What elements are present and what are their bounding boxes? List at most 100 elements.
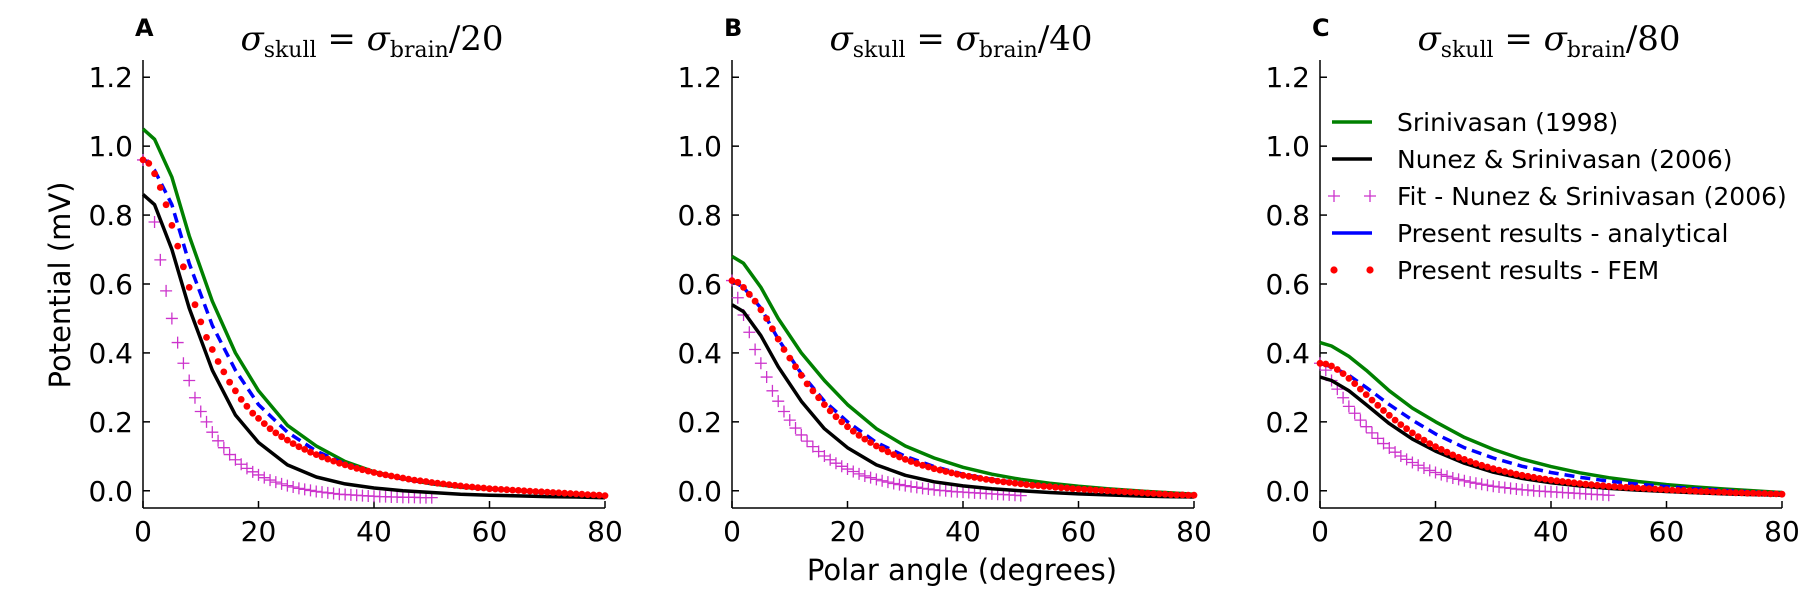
dot-marker xyxy=(925,463,932,471)
dot-marker xyxy=(1547,476,1555,484)
dot-marker xyxy=(266,425,274,433)
dot-marker xyxy=(971,473,978,481)
dot-marker xyxy=(318,453,326,461)
dot-marker xyxy=(930,465,938,473)
dot-marker xyxy=(451,481,459,489)
plus-marker xyxy=(916,482,929,495)
dot-marker xyxy=(1680,487,1688,494)
x-tick-label: 20 xyxy=(830,515,866,548)
dot-marker xyxy=(509,486,516,494)
dot-marker xyxy=(330,457,337,465)
plus-marker xyxy=(1464,476,1477,489)
dot-marker xyxy=(486,485,493,493)
dot-marker xyxy=(226,378,234,386)
dot-marker xyxy=(1663,486,1670,494)
dot-marker xyxy=(399,474,407,482)
dot-marker xyxy=(1501,468,1509,475)
dot-marker xyxy=(191,301,199,309)
dot-marker xyxy=(855,431,863,439)
dot-marker xyxy=(272,429,280,437)
dot-marker xyxy=(1616,483,1624,491)
dot-marker xyxy=(1582,480,1590,488)
plus-marker xyxy=(870,473,883,486)
x-tick-label: 60 xyxy=(1649,515,1685,548)
dot-marker xyxy=(1322,360,1330,368)
dot-marker xyxy=(457,482,464,490)
dot-marker xyxy=(988,476,996,484)
dot-marker xyxy=(1536,475,1543,482)
dot-marker xyxy=(1611,483,1618,490)
dot-marker xyxy=(965,472,973,480)
plus-marker xyxy=(327,487,340,500)
plus-marker xyxy=(772,395,785,408)
plus-marker xyxy=(795,428,808,441)
plus-marker xyxy=(847,465,860,478)
dot-marker xyxy=(1657,486,1665,493)
legend-item: Srinivasan (1998) xyxy=(1332,108,1618,137)
dot-marker xyxy=(884,448,892,456)
dot-marker xyxy=(757,306,765,314)
plus-marker xyxy=(910,481,923,494)
dot-marker xyxy=(1651,485,1659,493)
plus-marker xyxy=(217,441,230,454)
dot-marker xyxy=(1599,482,1607,489)
x-tick-label: 0 xyxy=(1311,515,1329,548)
dot-marker xyxy=(567,490,574,497)
dot-marker xyxy=(919,461,926,469)
dot-marker xyxy=(1075,485,1082,493)
dot-marker xyxy=(838,418,846,426)
series-line xyxy=(141,156,606,498)
dot-marker xyxy=(1374,401,1382,409)
series-line xyxy=(141,193,606,500)
series-line xyxy=(731,303,1195,499)
dot-marker xyxy=(197,318,205,326)
dot-marker xyxy=(1023,481,1030,488)
dot-marker xyxy=(1559,478,1566,485)
dot-marker xyxy=(1167,491,1175,498)
dot-marker xyxy=(1443,448,1451,456)
y-tick-label: 0.2 xyxy=(1265,406,1310,439)
dot-marker xyxy=(1092,486,1100,494)
dot-marker xyxy=(1144,489,1152,497)
dot-marker xyxy=(411,476,418,484)
legend-label: Nunez & Srinivasan (2006) xyxy=(1397,145,1733,174)
plus-marker xyxy=(1510,483,1523,496)
y-tick-label: 0.0 xyxy=(677,475,722,508)
plus-marker xyxy=(1365,426,1378,439)
dot-marker xyxy=(1011,479,1019,487)
panel-letter: C xyxy=(1312,14,1330,42)
series-present-results-analytical xyxy=(141,156,606,498)
dot-marker xyxy=(434,479,441,487)
plus-marker xyxy=(1423,464,1436,477)
dot-marker xyxy=(1057,484,1065,492)
dot-marker xyxy=(1368,396,1376,404)
dot-marker xyxy=(151,170,159,178)
dot-marker xyxy=(405,475,412,483)
dot-marker xyxy=(1121,488,1129,496)
dot-marker xyxy=(849,427,857,435)
plus-marker xyxy=(281,479,294,492)
x-tick-label: 20 xyxy=(1418,515,1454,548)
dot-marker xyxy=(1052,483,1059,491)
dot-marker xyxy=(896,453,903,461)
dot-marker xyxy=(255,415,262,422)
dot-marker xyxy=(1098,487,1105,494)
x-axis-label: Polar angle (degrees) xyxy=(807,553,1117,587)
dot-marker xyxy=(1772,490,1780,498)
dot-marker xyxy=(976,475,984,482)
dot-marker xyxy=(393,473,401,481)
dot-marker xyxy=(382,471,389,479)
plus-marker xyxy=(194,405,207,418)
dot-marker xyxy=(953,470,961,478)
dot-marker xyxy=(549,489,557,496)
dot-marker xyxy=(1668,486,1676,494)
plus-marker xyxy=(1412,459,1425,472)
dot-marker xyxy=(463,483,470,490)
plus-marker xyxy=(165,312,178,325)
dot-marker xyxy=(1732,489,1740,497)
dot-marker xyxy=(1380,407,1387,414)
plus-marker xyxy=(1452,473,1465,486)
dot-marker xyxy=(774,335,782,343)
dot-marker xyxy=(844,423,851,431)
